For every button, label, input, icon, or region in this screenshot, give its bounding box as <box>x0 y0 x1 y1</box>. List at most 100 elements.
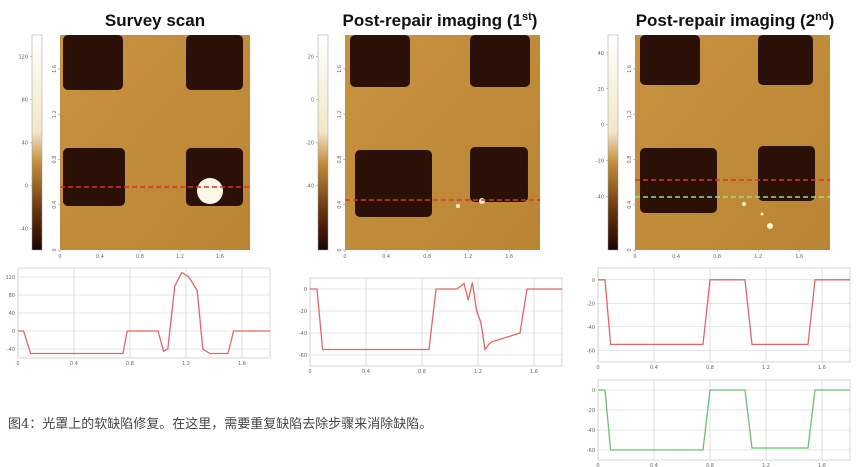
x-tick-label: 0 <box>596 365 599 371</box>
y-tick-label: -20 <box>587 408 595 414</box>
profile-frame <box>598 380 850 460</box>
x-tick-label: 0.4 <box>362 369 370 375</box>
image-x-tick-label: 1.6 <box>505 254 513 260</box>
y-tick-label: -40 <box>299 331 307 337</box>
colorbar-tick-label: 20 <box>598 87 604 93</box>
image-x-tick-label: 0 <box>633 254 636 260</box>
image-y-tick-label: 0 <box>627 248 633 251</box>
y-tick-label: 0 <box>592 278 595 284</box>
profile-frame <box>598 268 850 362</box>
colorbar-tick-label: -20 <box>306 141 314 147</box>
image-y-tick-label: 1.2 <box>337 110 343 118</box>
afm-image <box>345 35 540 250</box>
image-x-tick-label: 0.8 <box>423 254 431 260</box>
image-x-tick-label: 0.4 <box>96 254 104 260</box>
panel-title: Survey scan <box>105 11 205 30</box>
colorbar-tick-label: 0 <box>601 123 604 129</box>
colorbar-tick-label: 40 <box>22 141 28 147</box>
image-y-tick-label: 0.4 <box>337 201 343 209</box>
image-x-tick-label: 1.2 <box>464 254 472 260</box>
x-tick-label: 0.8 <box>706 365 714 371</box>
image-y-tick-label: 1.6 <box>337 65 343 73</box>
figure-graphics: Survey scan 120 80 40 0 -40 0 0.4 0.8 1.2 1.6 0 0.4 0… <box>0 0 865 467</box>
y-tick-label: -60 <box>299 353 307 359</box>
title-superscript: nd <box>815 11 828 23</box>
panel-title: Post-repair imaging (2nd) <box>636 11 835 30</box>
image-y-tick-label: 1.2 <box>627 110 633 118</box>
title-text: Post-repair imaging (1 <box>343 11 522 30</box>
y-tick-label: 120 <box>5 275 15 281</box>
x-tick-label: 0.4 <box>70 361 78 367</box>
x-tick-label: 1.6 <box>530 369 538 375</box>
colorbar <box>318 35 328 250</box>
x-tick-label: 0.8 <box>418 369 426 375</box>
image-x-tick-label: 0.8 <box>136 254 144 260</box>
y-tick-label: 0 <box>592 388 595 394</box>
title-text: Post-repair imaging (2 <box>636 11 815 30</box>
colorbar-tick-label: -40 <box>20 227 28 233</box>
y-tick-label: -40 <box>7 347 15 353</box>
caption: 图4：光罩上的软缺陷修复。在这里，需要重复缺陷去除步骤来消除缺陷。 <box>8 414 568 435</box>
y-tick-label: -40 <box>587 428 595 434</box>
x-tick-label: 1.2 <box>474 369 482 375</box>
y-tick-label: 0 <box>304 287 307 293</box>
image-y-tick-label: 0.8 <box>627 155 633 163</box>
colorbar <box>32 35 42 250</box>
panel-title: Post-repair imaging (1st) <box>343 11 538 30</box>
image-x-tick-label: 1.2 <box>176 254 184 260</box>
image-y-tick-label: 0.4 <box>52 201 58 209</box>
afm-image <box>60 35 250 250</box>
image-y-tick-label: 0 <box>52 248 58 251</box>
title-text: ) <box>829 11 835 30</box>
y-tick-label: -60 <box>587 348 595 354</box>
x-tick-label: 1.2 <box>182 361 190 367</box>
title-text: Survey scan <box>105 11 205 30</box>
x-tick-label: 1.6 <box>818 463 826 467</box>
y-tick-label: 80 <box>9 293 15 299</box>
figure: Survey scan 120 80 40 0 -40 0 0.4 0.8 1.2 1.6 0 0.4 0… <box>0 0 865 467</box>
y-tick-label: 40 <box>9 311 15 317</box>
image-x-tick-label: 0.8 <box>713 254 721 260</box>
x-tick-label: 1.6 <box>238 361 246 367</box>
y-tick-label: -40 <box>587 325 595 331</box>
x-tick-label: 0.4 <box>650 365 658 371</box>
colorbar-tick-label: 120 <box>18 55 28 61</box>
colorbar-tick-label: 80 <box>22 98 28 104</box>
image-y-tick-label: 1.6 <box>52 65 58 73</box>
image-x-tick-label: 0 <box>58 254 61 260</box>
x-tick-label: 0.8 <box>126 361 134 367</box>
colorbar-tick-label: 0 <box>25 184 28 190</box>
image-x-tick-label: 1.2 <box>754 254 762 260</box>
y-tick-label: 0 <box>12 329 15 335</box>
x-tick-label: 0 <box>16 361 19 367</box>
image-y-tick-label: 0.4 <box>627 201 633 209</box>
image-x-tick-label: 0 <box>343 254 346 260</box>
colorbar-tick-label: -40 <box>596 194 604 200</box>
image-y-tick-label: 0.8 <box>337 155 343 163</box>
x-tick-label: 0.4 <box>650 463 658 467</box>
colorbar <box>608 35 618 250</box>
x-tick-label: 0.8 <box>706 463 714 467</box>
image-y-tick-label: 0 <box>337 248 343 251</box>
image-y-tick-label: 0.8 <box>52 155 58 163</box>
y-tick-label: -20 <box>299 309 307 315</box>
x-tick-label: 1.6 <box>818 365 826 371</box>
image-x-tick-label: 0.4 <box>382 254 390 260</box>
image-x-tick-label: 0.4 <box>672 254 680 260</box>
colorbar-tick-label: 20 <box>308 55 314 61</box>
title-text: ) <box>532 11 538 30</box>
afm-image <box>635 35 830 250</box>
image-x-tick-label: 1.6 <box>795 254 803 260</box>
image-y-tick-label: 1.6 <box>627 65 633 73</box>
y-tick-label: -20 <box>587 301 595 307</box>
colorbar-tick-label: -40 <box>306 184 314 190</box>
y-tick-label: -60 <box>587 448 595 454</box>
x-tick-label: 0 <box>596 463 599 467</box>
colorbar-tick-label: 0 <box>311 98 314 104</box>
image-y-tick-label: 1.2 <box>52 110 58 118</box>
colorbar-tick-label: 40 <box>598 51 604 57</box>
x-tick-label: 0 <box>308 369 311 375</box>
x-tick-label: 1.2 <box>762 463 770 467</box>
x-tick-label: 1.2 <box>762 365 770 371</box>
colorbar-tick-label: -20 <box>596 158 604 164</box>
